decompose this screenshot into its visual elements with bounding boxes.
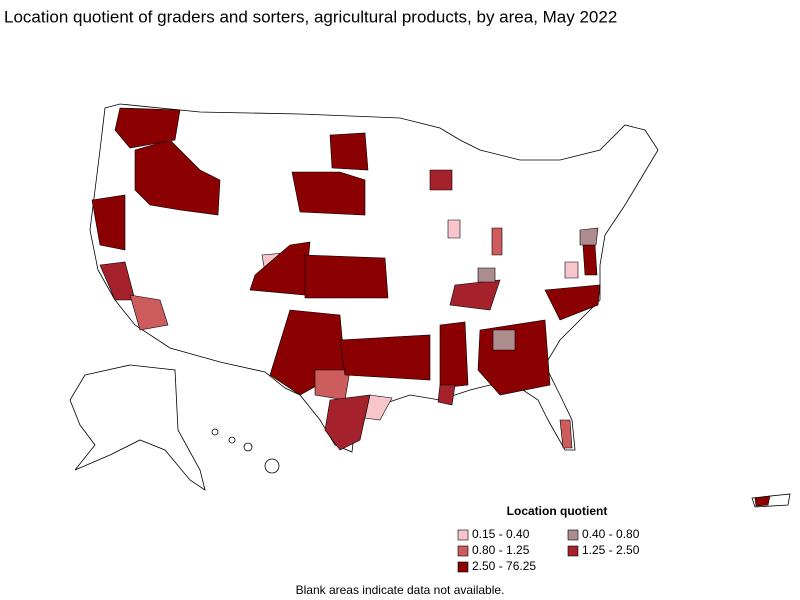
region bbox=[291, 171, 366, 216]
legend-label: 0.15 - 0.40 bbox=[472, 527, 530, 541]
region bbox=[114, 107, 181, 149]
region bbox=[582, 244, 598, 276]
footnote: Blank areas indicate data not available. bbox=[296, 583, 505, 597]
region bbox=[579, 227, 599, 246]
region bbox=[304, 254, 389, 299]
legend-swatch bbox=[457, 545, 469, 557]
legend-swatch bbox=[457, 529, 469, 541]
region bbox=[364, 394, 393, 421]
legend-swatch bbox=[567, 545, 579, 557]
region bbox=[429, 169, 453, 191]
region bbox=[339, 334, 431, 381]
region bbox=[492, 329, 516, 351]
alaska bbox=[69, 364, 206, 491]
legend-label: 2.50 - 76.25 bbox=[472, 559, 536, 573]
region bbox=[324, 394, 371, 451]
region bbox=[447, 219, 461, 239]
region bbox=[544, 284, 601, 321]
region bbox=[129, 294, 169, 331]
us-map bbox=[69, 103, 791, 508]
region bbox=[477, 267, 496, 283]
map-title: Location quotient of graders and sorters… bbox=[4, 7, 617, 26]
region bbox=[564, 261, 579, 279]
legend-swatch bbox=[457, 561, 469, 573]
region bbox=[439, 321, 469, 389]
region bbox=[437, 384, 456, 406]
legend-swatch bbox=[567, 529, 579, 541]
region bbox=[91, 194, 126, 251]
legend-label: 0.40 - 0.80 bbox=[582, 527, 640, 541]
region bbox=[134, 139, 221, 216]
legend-title: Location quotient bbox=[507, 504, 608, 518]
hawaii bbox=[211, 428, 280, 474]
region bbox=[491, 227, 503, 256]
region bbox=[559, 419, 573, 449]
region bbox=[249, 241, 311, 296]
region bbox=[754, 495, 771, 507]
region bbox=[329, 132, 369, 171]
legend-label: 0.80 - 1.25 bbox=[472, 543, 530, 557]
legend-label: 1.25 - 2.50 bbox=[582, 543, 640, 557]
legend: 0.15 - 0.40 0.40 - 0.80 0.80 - 1.25 1.25 - … bbox=[457, 527, 640, 573]
